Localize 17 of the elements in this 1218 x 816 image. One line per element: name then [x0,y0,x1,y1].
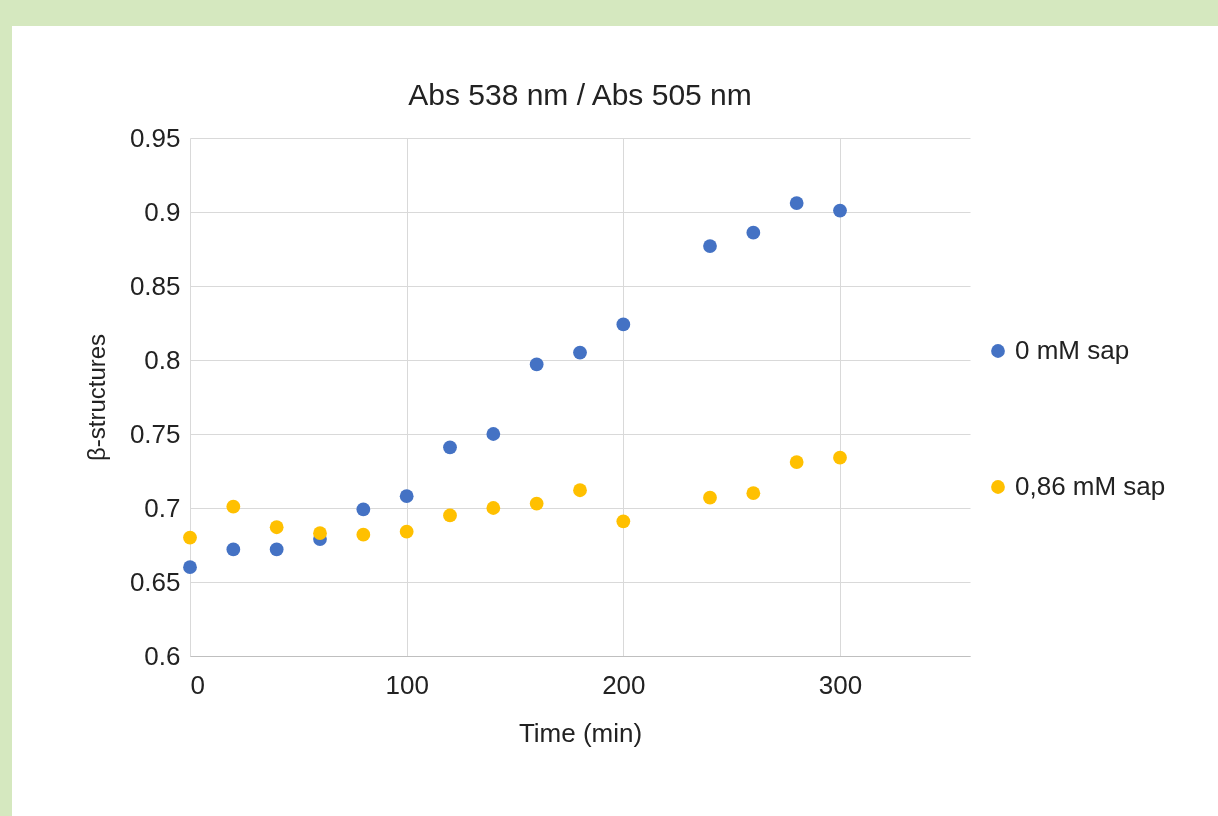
x-tick-label: 200 [602,669,646,700]
y-tick-label: 0.9 [144,196,181,227]
chart-title: Abs 538 nm / Abs 505 nm [408,78,752,111]
x-tick-label: 0 [190,669,205,700]
y-axis-title: β-structures [82,333,110,462]
legend-label: 0 mM sap [1015,335,1130,365]
legend-label: 0,86 mM sap [1015,471,1166,501]
y-tick-label: 0.75 [129,418,181,449]
x-tick-label: 300 [818,669,863,700]
y-tick-label: 0.85 [129,270,181,301]
x-tick-label: 100 [385,669,429,700]
y-tick-label: 0.8 [144,344,181,375]
y-tick-label: 0.65 [129,566,181,597]
y-tick-label: 0.7 [144,492,181,523]
x-axis-title: Time (min) [518,717,643,748]
y-tick-label: 0.6 [144,640,181,671]
y-tick-label: 0.95 [129,122,181,153]
